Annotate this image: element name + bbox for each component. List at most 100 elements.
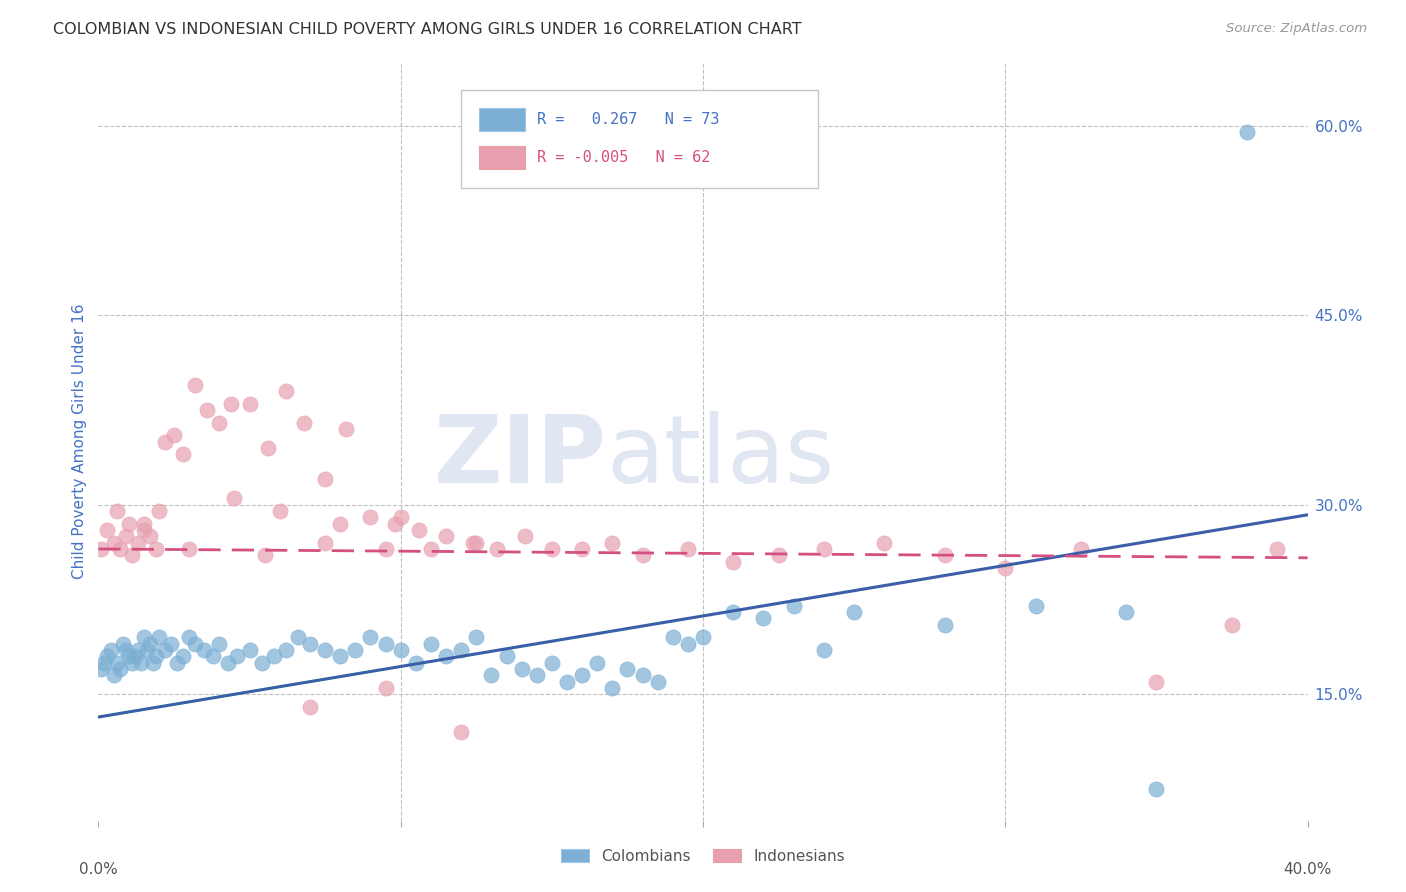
Point bbox=[513, 529, 536, 543]
Point bbox=[1220, 617, 1243, 632]
Point bbox=[1024, 599, 1046, 613]
Point bbox=[217, 656, 239, 670]
Point bbox=[752, 611, 775, 625]
Point bbox=[463, 535, 485, 549]
Point bbox=[571, 541, 593, 556]
Point bbox=[384, 516, 406, 531]
FancyBboxPatch shape bbox=[479, 108, 526, 130]
Point bbox=[420, 637, 443, 651]
Point bbox=[184, 377, 207, 392]
Point bbox=[90, 541, 112, 556]
Point bbox=[239, 643, 262, 657]
Point bbox=[813, 643, 835, 657]
Point bbox=[1115, 605, 1137, 619]
Point bbox=[208, 637, 231, 651]
Point bbox=[226, 649, 249, 664]
Point bbox=[602, 535, 624, 549]
Point bbox=[420, 541, 443, 556]
Point bbox=[132, 516, 155, 531]
Point bbox=[287, 631, 309, 645]
Point bbox=[105, 656, 128, 670]
Text: 0.0%: 0.0% bbox=[79, 863, 118, 878]
Point bbox=[108, 662, 131, 676]
Point bbox=[202, 649, 225, 664]
Point bbox=[434, 649, 457, 664]
Point bbox=[994, 561, 1017, 575]
FancyBboxPatch shape bbox=[461, 90, 818, 187]
Point bbox=[540, 541, 562, 556]
Point bbox=[118, 516, 141, 531]
Point bbox=[526, 668, 548, 682]
Point bbox=[540, 656, 562, 670]
Text: Source: ZipAtlas.com: Source: ZipAtlas.com bbox=[1226, 22, 1367, 36]
Point bbox=[408, 523, 430, 537]
Point bbox=[723, 605, 745, 619]
Point bbox=[555, 674, 578, 689]
Point bbox=[121, 548, 143, 563]
Point bbox=[1070, 541, 1092, 556]
Point bbox=[299, 699, 322, 714]
Point bbox=[127, 643, 149, 657]
Point bbox=[314, 535, 336, 549]
Point bbox=[239, 396, 262, 410]
Point bbox=[124, 649, 146, 664]
Point bbox=[208, 416, 231, 430]
Point bbox=[160, 637, 183, 651]
Point bbox=[389, 510, 412, 524]
Point bbox=[166, 656, 188, 670]
Point bbox=[571, 668, 593, 682]
Point bbox=[132, 523, 155, 537]
Point bbox=[405, 656, 427, 670]
Point bbox=[224, 491, 246, 506]
Point bbox=[465, 631, 488, 645]
Point bbox=[844, 605, 866, 619]
Point bbox=[195, 403, 218, 417]
Point bbox=[96, 649, 118, 664]
Point bbox=[263, 649, 285, 664]
Point bbox=[360, 631, 382, 645]
Point bbox=[314, 643, 336, 657]
Point bbox=[495, 649, 517, 664]
Point bbox=[145, 649, 167, 664]
Point bbox=[434, 529, 457, 543]
Point bbox=[934, 617, 956, 632]
Point bbox=[631, 668, 654, 682]
FancyBboxPatch shape bbox=[479, 145, 526, 169]
Point bbox=[148, 631, 170, 645]
Point bbox=[374, 681, 396, 695]
Point bbox=[139, 529, 162, 543]
Point bbox=[813, 541, 835, 556]
Point bbox=[450, 643, 472, 657]
Point bbox=[145, 541, 167, 556]
Point bbox=[676, 541, 699, 556]
Point bbox=[193, 643, 215, 657]
Point bbox=[586, 656, 609, 670]
Point bbox=[1236, 125, 1258, 139]
Point bbox=[148, 504, 170, 518]
Point bbox=[253, 548, 276, 563]
Point bbox=[329, 516, 352, 531]
Point bbox=[172, 447, 194, 461]
Legend: Colombians, Indonesians: Colombians, Indonesians bbox=[555, 843, 851, 870]
Point bbox=[129, 656, 152, 670]
Point bbox=[127, 535, 149, 549]
Point bbox=[153, 643, 176, 657]
Point bbox=[450, 725, 472, 739]
Point bbox=[121, 656, 143, 670]
Point bbox=[179, 631, 201, 645]
Point bbox=[90, 662, 112, 676]
Point bbox=[329, 649, 352, 664]
Point bbox=[934, 548, 956, 563]
Point bbox=[723, 555, 745, 569]
Point bbox=[103, 668, 125, 682]
Point bbox=[139, 637, 162, 651]
Point bbox=[510, 662, 533, 676]
Text: 40.0%: 40.0% bbox=[1284, 863, 1331, 878]
Point bbox=[108, 541, 131, 556]
Point bbox=[1267, 541, 1289, 556]
Point bbox=[114, 529, 136, 543]
Point bbox=[360, 510, 382, 524]
Point bbox=[135, 643, 157, 657]
Point bbox=[873, 535, 896, 549]
Point bbox=[602, 681, 624, 695]
